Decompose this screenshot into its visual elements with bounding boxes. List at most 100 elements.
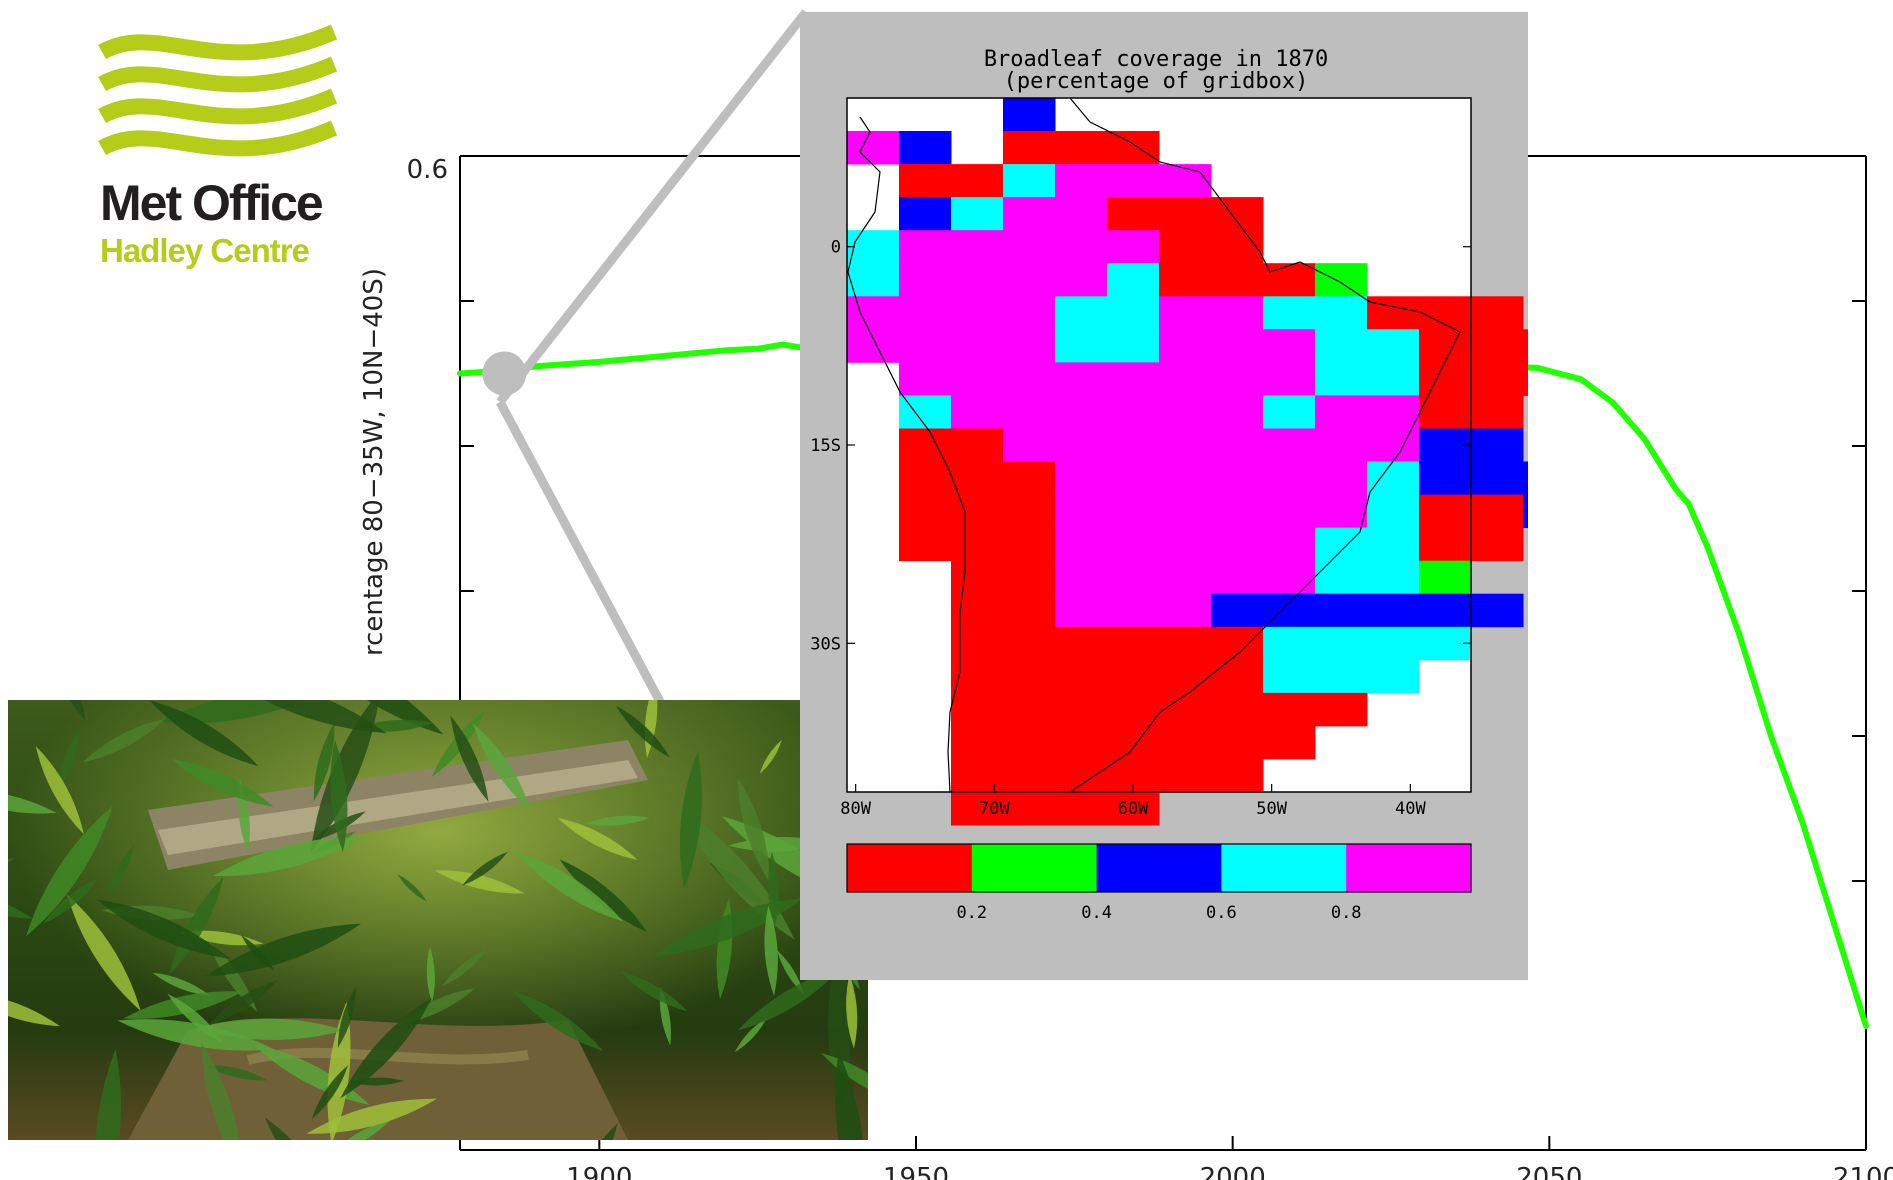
map-cell xyxy=(899,494,952,529)
leaf-shape xyxy=(426,946,435,1003)
map-cell xyxy=(1263,593,1316,628)
map-cell xyxy=(1367,395,1420,429)
map-cell xyxy=(951,792,1004,826)
map-cell xyxy=(1523,494,1576,529)
leaf-shape xyxy=(169,876,224,975)
map-cell xyxy=(1263,395,1316,429)
leaf-shape xyxy=(26,806,113,937)
map-cell xyxy=(1159,560,1212,595)
map-cell xyxy=(1419,593,1472,628)
map-cell xyxy=(1003,593,1056,628)
map-cell xyxy=(1315,428,1368,462)
leaf-shape xyxy=(201,1043,243,1140)
map-cell xyxy=(1315,362,1368,396)
leaf-shape xyxy=(764,905,778,996)
map-cell xyxy=(1107,626,1160,661)
map-cell xyxy=(1419,461,1472,495)
map-cell xyxy=(1211,659,1264,694)
x-tick-label-2050: 2050 xyxy=(1516,1163,1582,1180)
map-x-axis-ticks: 80W 70W 60W 50W 40W xyxy=(840,784,1426,819)
map-cell xyxy=(1055,131,1108,165)
map-cell xyxy=(1003,98,1056,132)
map-cell xyxy=(1055,164,1108,198)
map-cell xyxy=(1003,626,1056,661)
map-cell xyxy=(951,692,1004,727)
map-cell xyxy=(1055,527,1108,562)
map-x-tick-label: 70W xyxy=(979,799,1010,819)
map-cell xyxy=(1055,461,1108,495)
map-cell xyxy=(951,725,1004,760)
leaf-shape xyxy=(585,815,650,826)
map-cell xyxy=(1263,461,1316,495)
map-cell xyxy=(951,296,1004,330)
colorbar-swatch xyxy=(1346,844,1472,892)
map-cell xyxy=(951,494,1004,529)
map-cell xyxy=(1367,527,1420,562)
map-cell xyxy=(847,131,900,165)
x-tick-label-2000: 2000 xyxy=(1200,1163,1266,1180)
leaf-shape xyxy=(679,751,702,889)
map-y-axis-ticks: 0 15S 30S xyxy=(810,238,1471,654)
map-cell xyxy=(1159,296,1212,330)
colorbar: 0.2 0.4 0.6 0.8 xyxy=(846,843,1472,923)
map-cell xyxy=(951,626,1004,661)
map-cell xyxy=(951,527,1004,562)
map-cell xyxy=(1055,494,1108,529)
leaf-shape xyxy=(306,1098,437,1134)
colorbar-swatch xyxy=(1096,844,1222,892)
map-cell xyxy=(1471,362,1524,396)
y-axis-label: rcentage 80−35W, 10N−40S) xyxy=(359,268,389,656)
map-cell xyxy=(1263,692,1316,727)
map-cell xyxy=(1263,725,1316,760)
leaf-shape xyxy=(8,992,61,1027)
map-cell xyxy=(951,560,1004,595)
map-cell xyxy=(899,230,952,264)
map-cell xyxy=(951,263,1004,297)
map-cell xyxy=(1003,560,1056,595)
map-cell xyxy=(899,329,952,363)
map-cell xyxy=(1003,197,1056,231)
map-cell xyxy=(1003,164,1056,198)
map-y-tick-label: 0 xyxy=(831,238,841,258)
map-cell xyxy=(1315,263,1368,297)
leaf-shape xyxy=(337,986,357,1048)
map-cell xyxy=(1003,362,1056,396)
leaf-shape xyxy=(515,851,624,922)
leaf-shape xyxy=(67,894,141,1012)
leaf-shape xyxy=(313,722,335,802)
leaf-shape xyxy=(616,705,670,758)
leaf-shape xyxy=(767,851,779,927)
map-cell xyxy=(1159,164,1212,198)
map-y-tick-label: 30S xyxy=(810,634,841,654)
map-cell xyxy=(1211,527,1264,562)
colorbar-label: 0.2 xyxy=(956,903,987,923)
map-cell xyxy=(1159,461,1212,495)
leaf-shape xyxy=(159,700,328,724)
map-x-tick-label: 60W xyxy=(1118,799,1149,819)
map-cell xyxy=(951,759,1004,793)
leaf-shape xyxy=(171,759,274,807)
map-cell xyxy=(1211,560,1264,595)
map-cell xyxy=(1107,362,1160,396)
map-cell xyxy=(1315,560,1368,595)
map-cell xyxy=(847,263,900,297)
map-cell xyxy=(847,296,900,330)
map-cell xyxy=(1367,461,1420,495)
map-cell xyxy=(1419,527,1472,562)
map-cell xyxy=(1055,725,1108,760)
map-cell xyxy=(1003,792,1056,826)
map-cell xyxy=(1263,527,1316,562)
map-cell xyxy=(1003,131,1056,165)
leaf-shape xyxy=(108,844,135,895)
map-cell xyxy=(1107,230,1160,264)
leaf-shape xyxy=(208,980,278,1026)
map-cell xyxy=(1523,461,1576,495)
rainforest-photo xyxy=(8,700,868,1140)
colorbar-swatch xyxy=(1221,844,1347,892)
map-cell xyxy=(1055,626,1108,661)
leaf-shape xyxy=(327,1001,351,1140)
map-cell xyxy=(1211,329,1264,363)
broadleaf-map: Broadleaf coverage in 1870 (percentage o… xyxy=(810,47,1576,923)
map-cell xyxy=(1159,593,1212,628)
